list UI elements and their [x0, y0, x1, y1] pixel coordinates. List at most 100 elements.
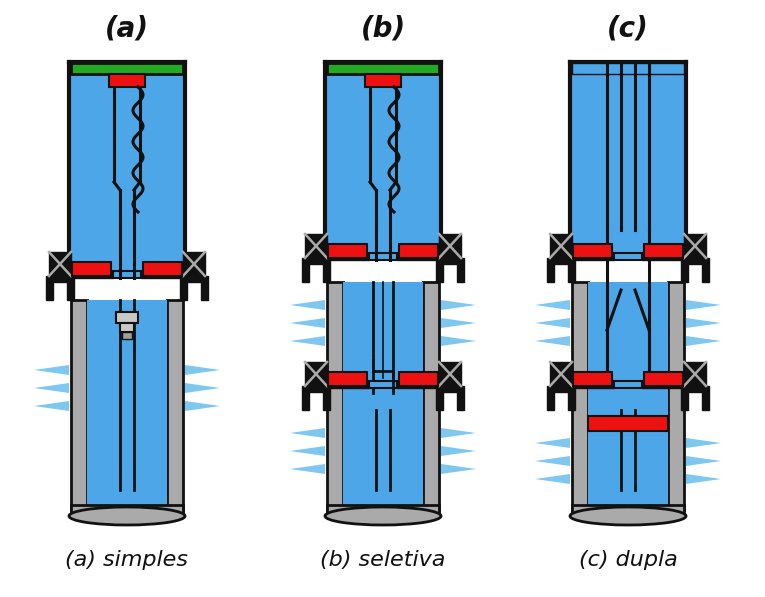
Bar [328, 244, 367, 258]
Bar [87, 300, 167, 510]
Bar [122, 332, 132, 339]
Polygon shape [686, 456, 721, 466]
Bar [369, 381, 397, 388]
Polygon shape [298, 303, 325, 307]
Polygon shape [185, 401, 220, 411]
Bar [323, 264, 330, 282]
Bar [423, 282, 439, 510]
Polygon shape [543, 321, 570, 325]
Polygon shape [294, 301, 325, 309]
Polygon shape [298, 338, 325, 344]
Bar [327, 63, 439, 74]
Polygon shape [686, 300, 721, 310]
Text: (b) seletiva: (b) seletiva [321, 550, 446, 570]
Polygon shape [535, 300, 570, 310]
Bar [143, 262, 182, 276]
Polygon shape [543, 303, 570, 307]
Polygon shape [185, 402, 216, 410]
Bar [681, 258, 709, 264]
Polygon shape [686, 338, 713, 344]
Bar [642, 381, 686, 388]
Polygon shape [535, 456, 570, 466]
Bar [67, 282, 74, 300]
Bar [183, 252, 205, 276]
Polygon shape [290, 446, 325, 456]
Polygon shape [290, 428, 325, 438]
Polygon shape [543, 441, 570, 445]
Bar [328, 372, 367, 386]
Polygon shape [298, 321, 325, 325]
Polygon shape [539, 475, 570, 483]
Polygon shape [441, 338, 468, 344]
Text: (c) dupla: (c) dupla [578, 550, 677, 570]
Bar [684, 234, 706, 258]
Bar [439, 362, 461, 386]
Bar [302, 392, 309, 410]
Bar [436, 258, 464, 264]
Ellipse shape [69, 507, 185, 525]
Polygon shape [441, 466, 468, 472]
Polygon shape [543, 458, 570, 464]
Polygon shape [686, 438, 721, 448]
Polygon shape [34, 401, 69, 411]
Bar [302, 386, 330, 392]
Bar [684, 362, 706, 386]
Polygon shape [290, 300, 325, 310]
Polygon shape [686, 337, 717, 345]
Bar [547, 386, 575, 392]
Polygon shape [294, 337, 325, 345]
Bar [120, 300, 134, 490]
Polygon shape [185, 404, 212, 408]
Polygon shape [441, 303, 468, 307]
Polygon shape [290, 464, 325, 474]
Bar [180, 276, 208, 282]
Polygon shape [185, 367, 212, 373]
Bar [305, 234, 327, 258]
Polygon shape [686, 319, 717, 327]
Polygon shape [543, 476, 570, 482]
Polygon shape [539, 319, 570, 327]
Bar [109, 74, 145, 87]
Polygon shape [298, 466, 325, 472]
Polygon shape [686, 336, 721, 346]
Bar [642, 253, 686, 260]
Polygon shape [686, 475, 717, 483]
Bar [572, 282, 588, 510]
Polygon shape [298, 448, 325, 454]
Polygon shape [441, 300, 476, 310]
Polygon shape [686, 318, 721, 328]
Bar [167, 300, 183, 510]
Bar [397, 253, 441, 260]
Polygon shape [294, 465, 325, 473]
Polygon shape [441, 301, 472, 309]
Text: (a) simples: (a) simples [66, 550, 188, 570]
Bar [369, 253, 397, 260]
Polygon shape [686, 458, 713, 464]
Bar [46, 282, 53, 300]
Bar [681, 386, 709, 392]
Polygon shape [38, 384, 69, 392]
Polygon shape [686, 476, 713, 482]
Polygon shape [290, 318, 325, 328]
Polygon shape [42, 386, 69, 390]
Polygon shape [298, 430, 325, 436]
Polygon shape [441, 465, 472, 473]
Bar [547, 264, 554, 282]
Polygon shape [441, 429, 472, 437]
Bar [201, 282, 208, 300]
Bar [120, 323, 134, 332]
Bar [681, 392, 688, 410]
Polygon shape [539, 337, 570, 345]
Bar [436, 386, 464, 392]
Polygon shape [535, 318, 570, 328]
Polygon shape [441, 464, 476, 474]
Bar [69, 62, 185, 278]
Bar [436, 264, 443, 282]
Polygon shape [535, 474, 570, 484]
Polygon shape [686, 457, 717, 465]
Polygon shape [686, 439, 717, 447]
Bar [325, 381, 369, 388]
Polygon shape [535, 336, 570, 346]
Bar [46, 276, 74, 282]
Bar [436, 392, 443, 410]
